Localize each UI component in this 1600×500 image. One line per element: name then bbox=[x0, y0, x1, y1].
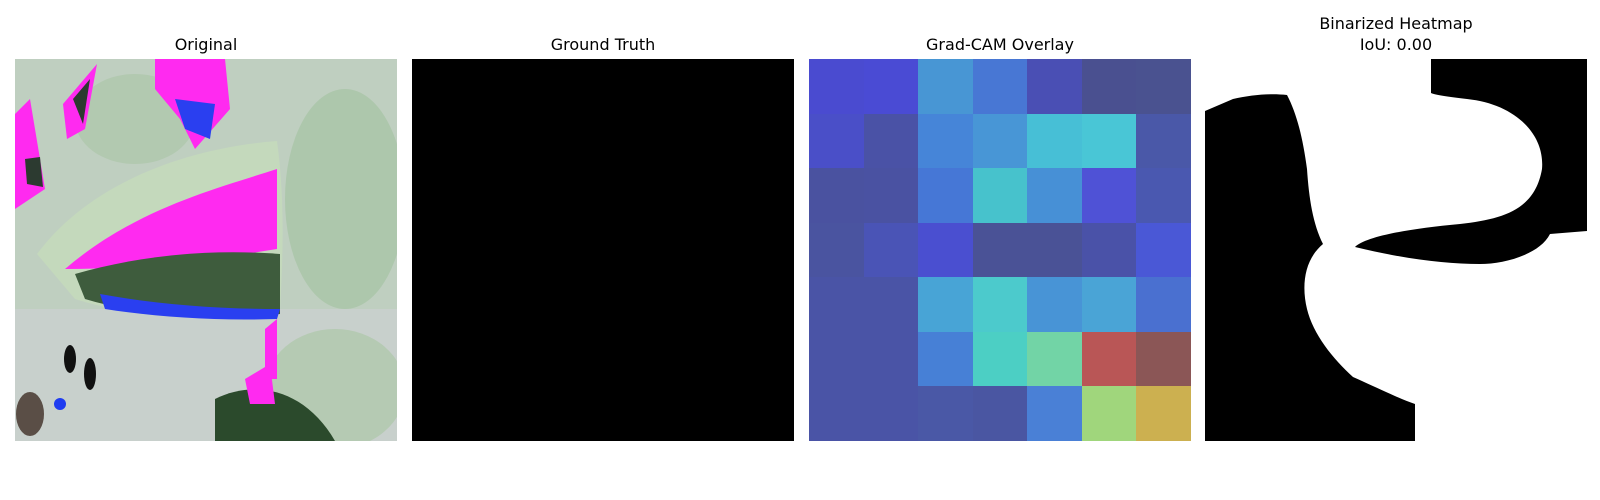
original-image-svg bbox=[15, 59, 397, 441]
gradcam-cell bbox=[1027, 386, 1083, 441]
gradcam-cell bbox=[1027, 168, 1083, 224]
ground-truth-mask bbox=[412, 59, 794, 441]
gradcam-cell bbox=[918, 331, 974, 387]
gradcam-cell bbox=[863, 59, 919, 114]
gradcam-cell bbox=[809, 386, 864, 441]
binarized-heatmap-title: Binarized Heatmap IoU: 0.00 bbox=[1205, 13, 1587, 55]
gradcam-cell bbox=[1136, 222, 1191, 278]
gradcam-cell bbox=[1027, 277, 1083, 333]
binarized-heatmap-svg bbox=[1205, 59, 1587, 441]
gradcam-cell bbox=[918, 277, 974, 333]
gradcam-cell bbox=[1027, 59, 1083, 114]
gradcam-cell bbox=[918, 222, 974, 278]
binarized-heatmap bbox=[1205, 59, 1587, 441]
gradcam-cell bbox=[972, 113, 1028, 169]
gradcam-cell bbox=[1081, 113, 1137, 169]
gradcam-cell bbox=[972, 222, 1028, 278]
gradcam-cell bbox=[1081, 222, 1137, 278]
gradcam-cell bbox=[972, 331, 1028, 387]
gradcam-cell bbox=[972, 168, 1028, 224]
gradcam-cell bbox=[1081, 59, 1137, 114]
gradcam-cell bbox=[809, 277, 864, 333]
gradcam-cell bbox=[809, 222, 864, 278]
gradcam-cell bbox=[918, 168, 974, 224]
original-image bbox=[15, 59, 397, 441]
gradcam-overlay-title: Grad-CAM Overlay bbox=[926, 35, 1074, 54]
gradcam-cell bbox=[1027, 222, 1083, 278]
gradcam-cell bbox=[1081, 386, 1137, 441]
gradcam-cell bbox=[863, 113, 919, 169]
ground-truth-title: Ground Truth bbox=[550, 35, 656, 54]
gradcam-cell bbox=[863, 222, 919, 278]
gradcam-cell bbox=[1136, 277, 1191, 333]
gradcam-cell bbox=[809, 59, 864, 114]
gradcam-cell bbox=[972, 277, 1028, 333]
gradcam-cell bbox=[1081, 168, 1137, 224]
gradcam-cell bbox=[809, 168, 864, 224]
gradcam-cell bbox=[863, 331, 919, 387]
gradcam-cell bbox=[1136, 59, 1191, 114]
gradcam-cell bbox=[972, 59, 1028, 114]
gradcam-cell bbox=[1136, 331, 1191, 387]
gradcam-cell bbox=[863, 386, 919, 441]
gradcam-cell bbox=[918, 59, 974, 114]
gradcam-cell bbox=[1136, 168, 1191, 224]
gradcam-overlay bbox=[809, 59, 1191, 441]
gradcam-cell bbox=[1027, 113, 1083, 169]
gradcam-cell bbox=[1136, 386, 1191, 441]
gradcam-cell bbox=[863, 168, 919, 224]
iou-label: IoU: 0.00 bbox=[1359, 35, 1433, 54]
gradcam-cell bbox=[1027, 331, 1083, 387]
gradcam-cell bbox=[809, 113, 864, 169]
original-title: Original bbox=[174, 35, 238, 54]
gradcam-cell bbox=[918, 113, 974, 169]
gradcam-cell bbox=[918, 386, 974, 441]
gradcam-cell bbox=[863, 277, 919, 333]
gradcam-cell bbox=[972, 386, 1028, 441]
binarized-heatmap-title-line1: Binarized Heatmap bbox=[1319, 14, 1473, 33]
gradcam-cell bbox=[1136, 113, 1191, 169]
gradcam-cell bbox=[1081, 277, 1137, 333]
gradcam-cell bbox=[1081, 331, 1137, 387]
gradcam-cell bbox=[809, 331, 864, 387]
